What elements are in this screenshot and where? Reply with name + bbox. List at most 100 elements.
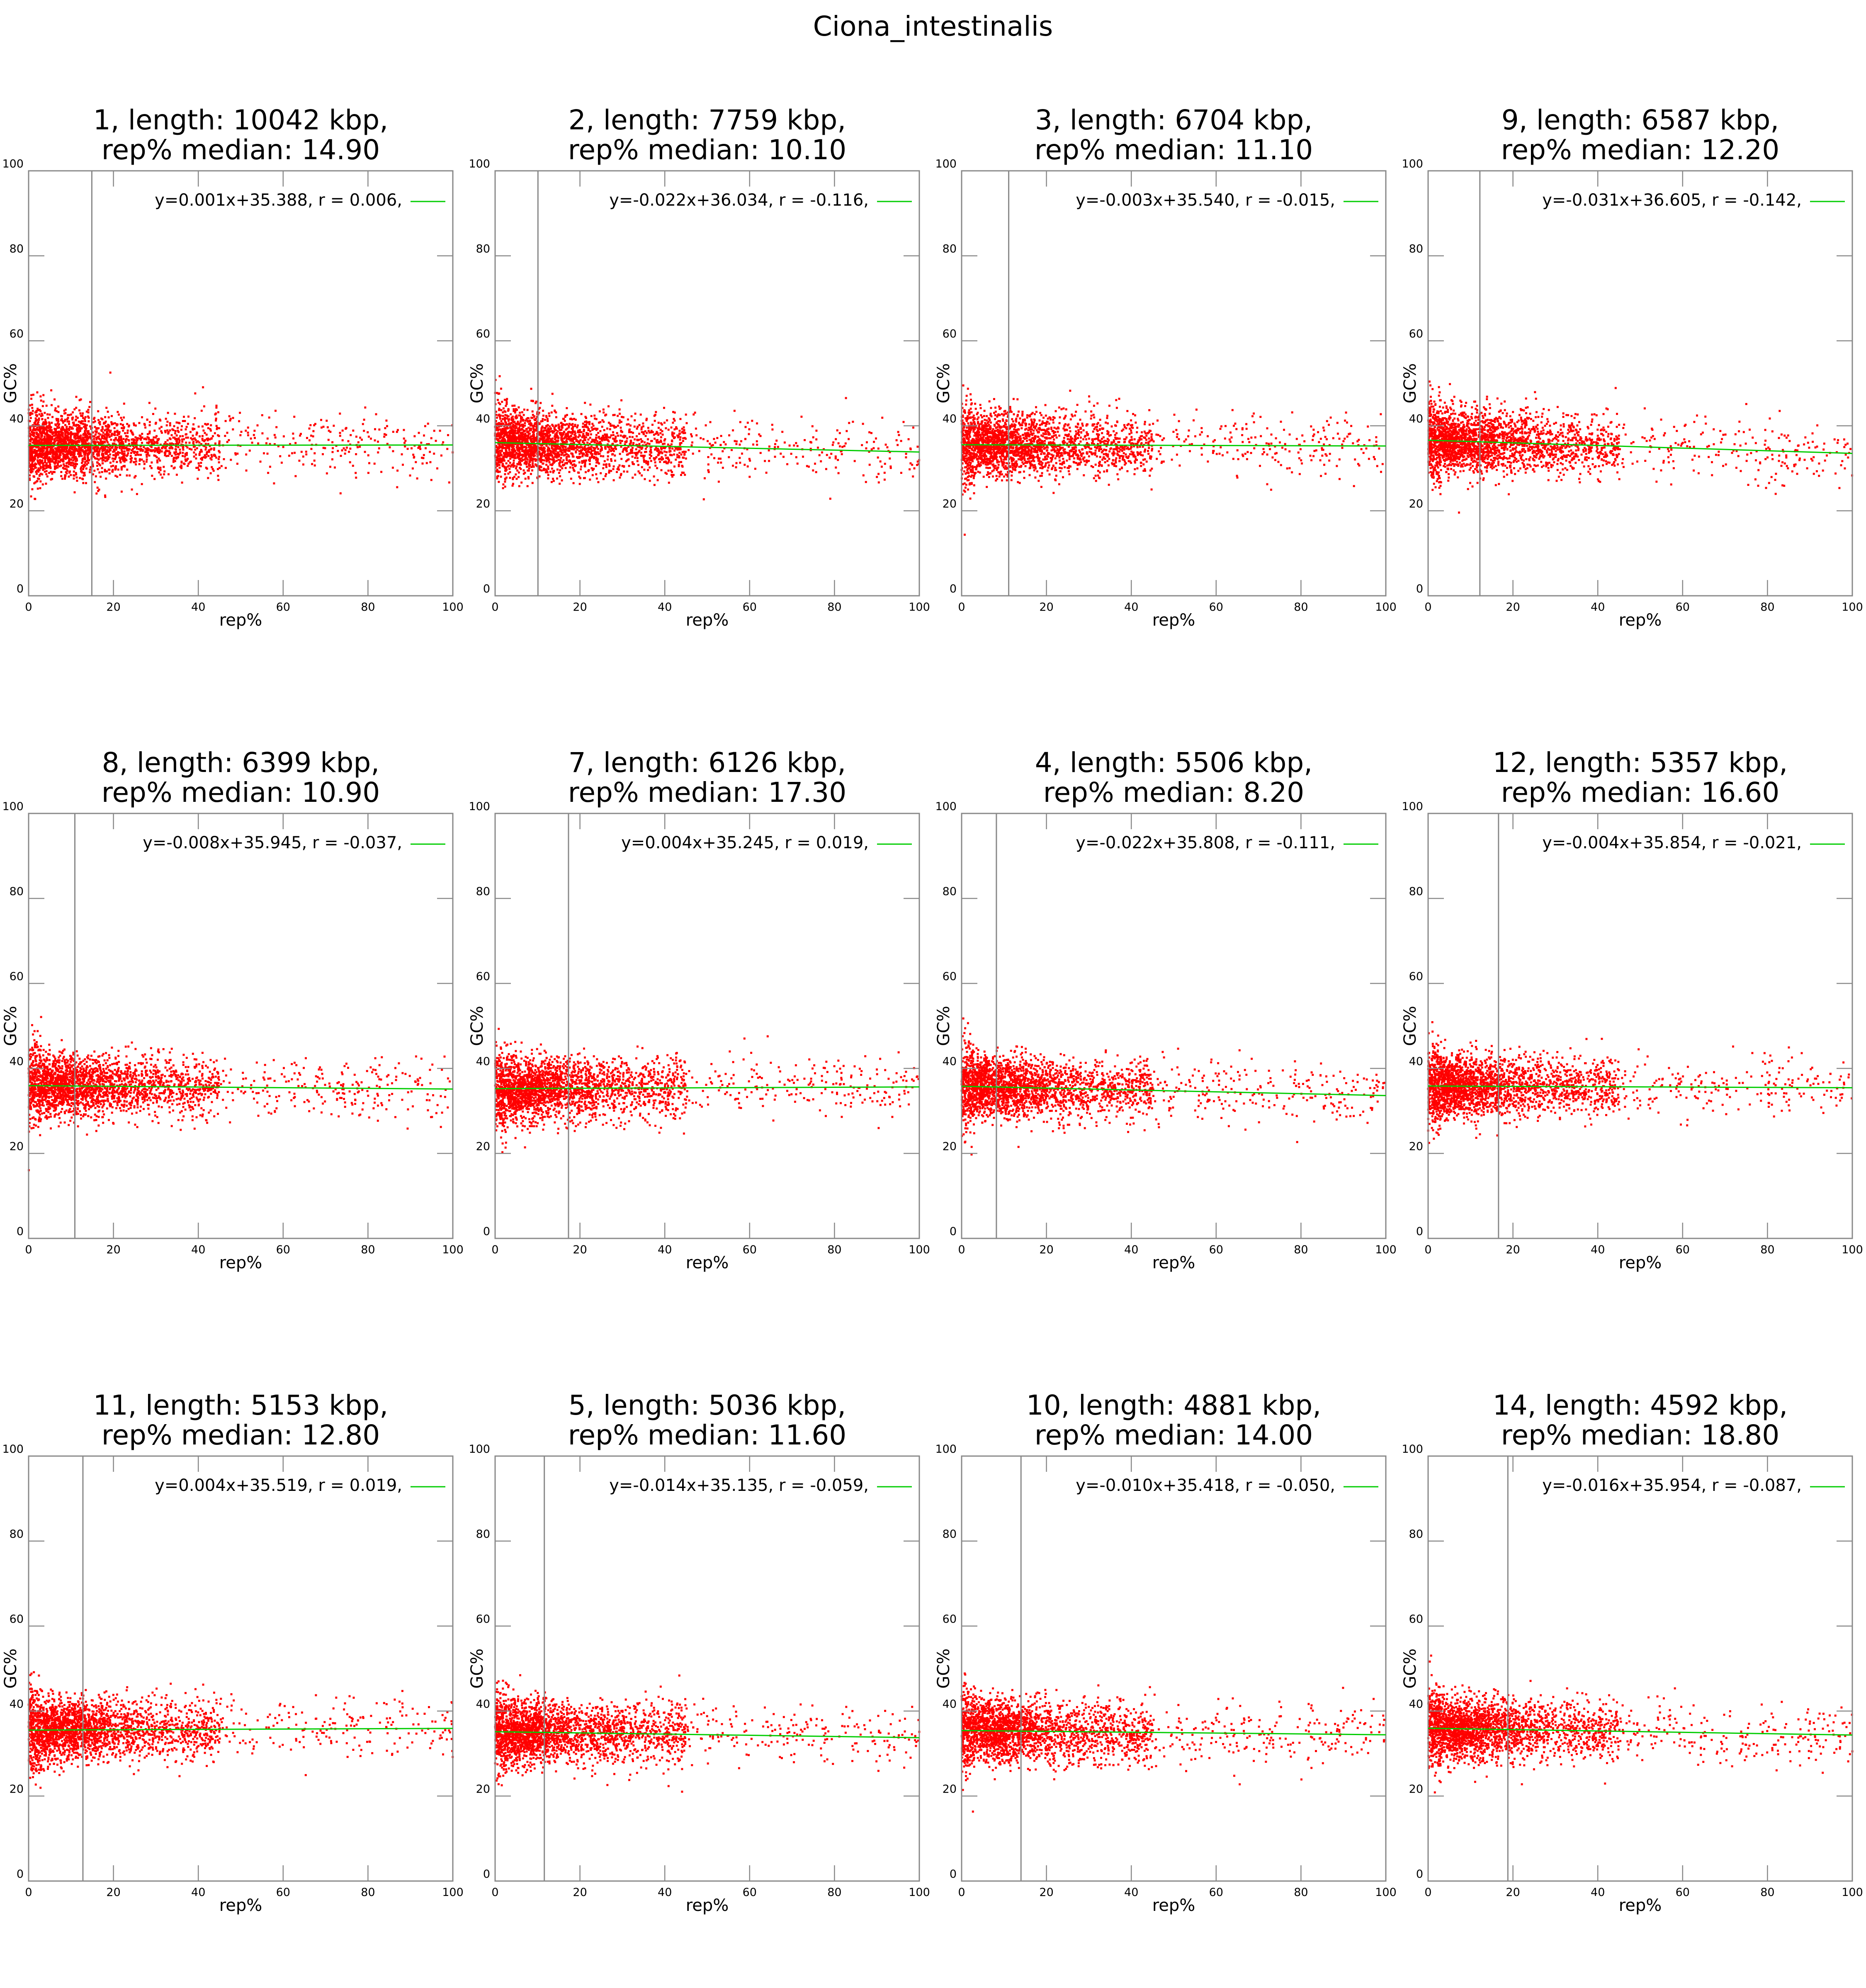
data-point xyxy=(367,472,369,474)
data-point xyxy=(68,476,70,478)
data-point xyxy=(185,437,187,439)
data-point xyxy=(157,467,159,469)
y-tick-label: 40 xyxy=(10,413,24,425)
data-point xyxy=(606,427,608,430)
data-point xyxy=(707,440,709,442)
data-point xyxy=(556,468,559,471)
data-point xyxy=(585,424,587,426)
data-point xyxy=(503,410,505,412)
data-point xyxy=(217,475,219,477)
data-point xyxy=(524,462,526,464)
data-point xyxy=(56,456,58,458)
data-point xyxy=(49,414,51,416)
data-point xyxy=(73,439,75,442)
data-point xyxy=(67,466,69,468)
data-point xyxy=(98,432,100,434)
data-point xyxy=(734,410,736,412)
data-point xyxy=(535,447,537,449)
data-point xyxy=(94,481,96,483)
data-point xyxy=(126,432,129,434)
data-point xyxy=(707,469,709,471)
data-point xyxy=(671,427,673,429)
data-point xyxy=(269,466,271,468)
data-point xyxy=(122,446,124,448)
data-point xyxy=(362,423,364,425)
data-point xyxy=(529,449,531,451)
data-point xyxy=(739,457,741,459)
data-point xyxy=(141,442,143,444)
data-point xyxy=(104,457,106,459)
data-point xyxy=(547,477,549,479)
data-point xyxy=(136,451,138,454)
data-point xyxy=(865,447,867,449)
data-point xyxy=(98,453,100,455)
data-point xyxy=(100,457,102,459)
data-point xyxy=(355,436,357,438)
data-point xyxy=(439,430,441,432)
data-point xyxy=(110,439,112,441)
data-point xyxy=(261,414,263,416)
data-point xyxy=(515,465,518,467)
data-point xyxy=(39,427,41,429)
data-point xyxy=(680,454,683,456)
data-point xyxy=(916,446,918,448)
data-point xyxy=(29,404,31,406)
data-point xyxy=(44,412,46,414)
data-point xyxy=(82,478,84,480)
data-point xyxy=(41,473,43,476)
data-point xyxy=(649,457,651,459)
data-point xyxy=(38,419,40,421)
data-point xyxy=(655,449,657,451)
data-point xyxy=(422,457,424,459)
data-point xyxy=(124,432,126,434)
data-point xyxy=(505,405,507,407)
data-point xyxy=(585,451,587,453)
data-point xyxy=(359,446,361,448)
data-point xyxy=(797,445,799,447)
data-point xyxy=(107,458,109,460)
data-point xyxy=(101,449,103,451)
data-point xyxy=(202,439,204,442)
data-point xyxy=(121,467,123,469)
data-point xyxy=(385,434,387,436)
data-point xyxy=(51,422,53,424)
data-point xyxy=(39,481,41,483)
data-point xyxy=(114,434,116,436)
data-point xyxy=(544,454,547,456)
data-point xyxy=(40,435,42,437)
data-point xyxy=(158,471,160,473)
data-point xyxy=(599,410,601,413)
data-point xyxy=(64,448,66,450)
data-point xyxy=(532,460,534,462)
data-point xyxy=(250,437,252,439)
data-point xyxy=(292,432,294,434)
data-point xyxy=(342,439,344,441)
data-point xyxy=(337,450,339,452)
data-point xyxy=(509,462,511,464)
data-point xyxy=(153,437,155,439)
data-point xyxy=(85,450,87,452)
data-point xyxy=(78,428,80,430)
data-point xyxy=(217,479,219,481)
data-point xyxy=(181,439,183,441)
data-point xyxy=(502,487,504,489)
data-point xyxy=(79,399,81,401)
data-point xyxy=(144,427,146,429)
data-point xyxy=(841,453,843,455)
data-point xyxy=(625,449,627,451)
data-point xyxy=(236,453,238,455)
data-point xyxy=(591,429,593,431)
data-point xyxy=(217,468,219,470)
data-point xyxy=(130,452,132,454)
data-point xyxy=(82,482,84,484)
data-point xyxy=(57,457,59,459)
data-point xyxy=(93,438,95,440)
data-point xyxy=(114,439,116,442)
data-point xyxy=(57,460,59,462)
data-point xyxy=(709,421,712,423)
data-point xyxy=(177,427,179,429)
data-point xyxy=(551,405,553,407)
data-point xyxy=(640,455,642,457)
data-point xyxy=(403,437,405,439)
data-point xyxy=(820,460,822,462)
